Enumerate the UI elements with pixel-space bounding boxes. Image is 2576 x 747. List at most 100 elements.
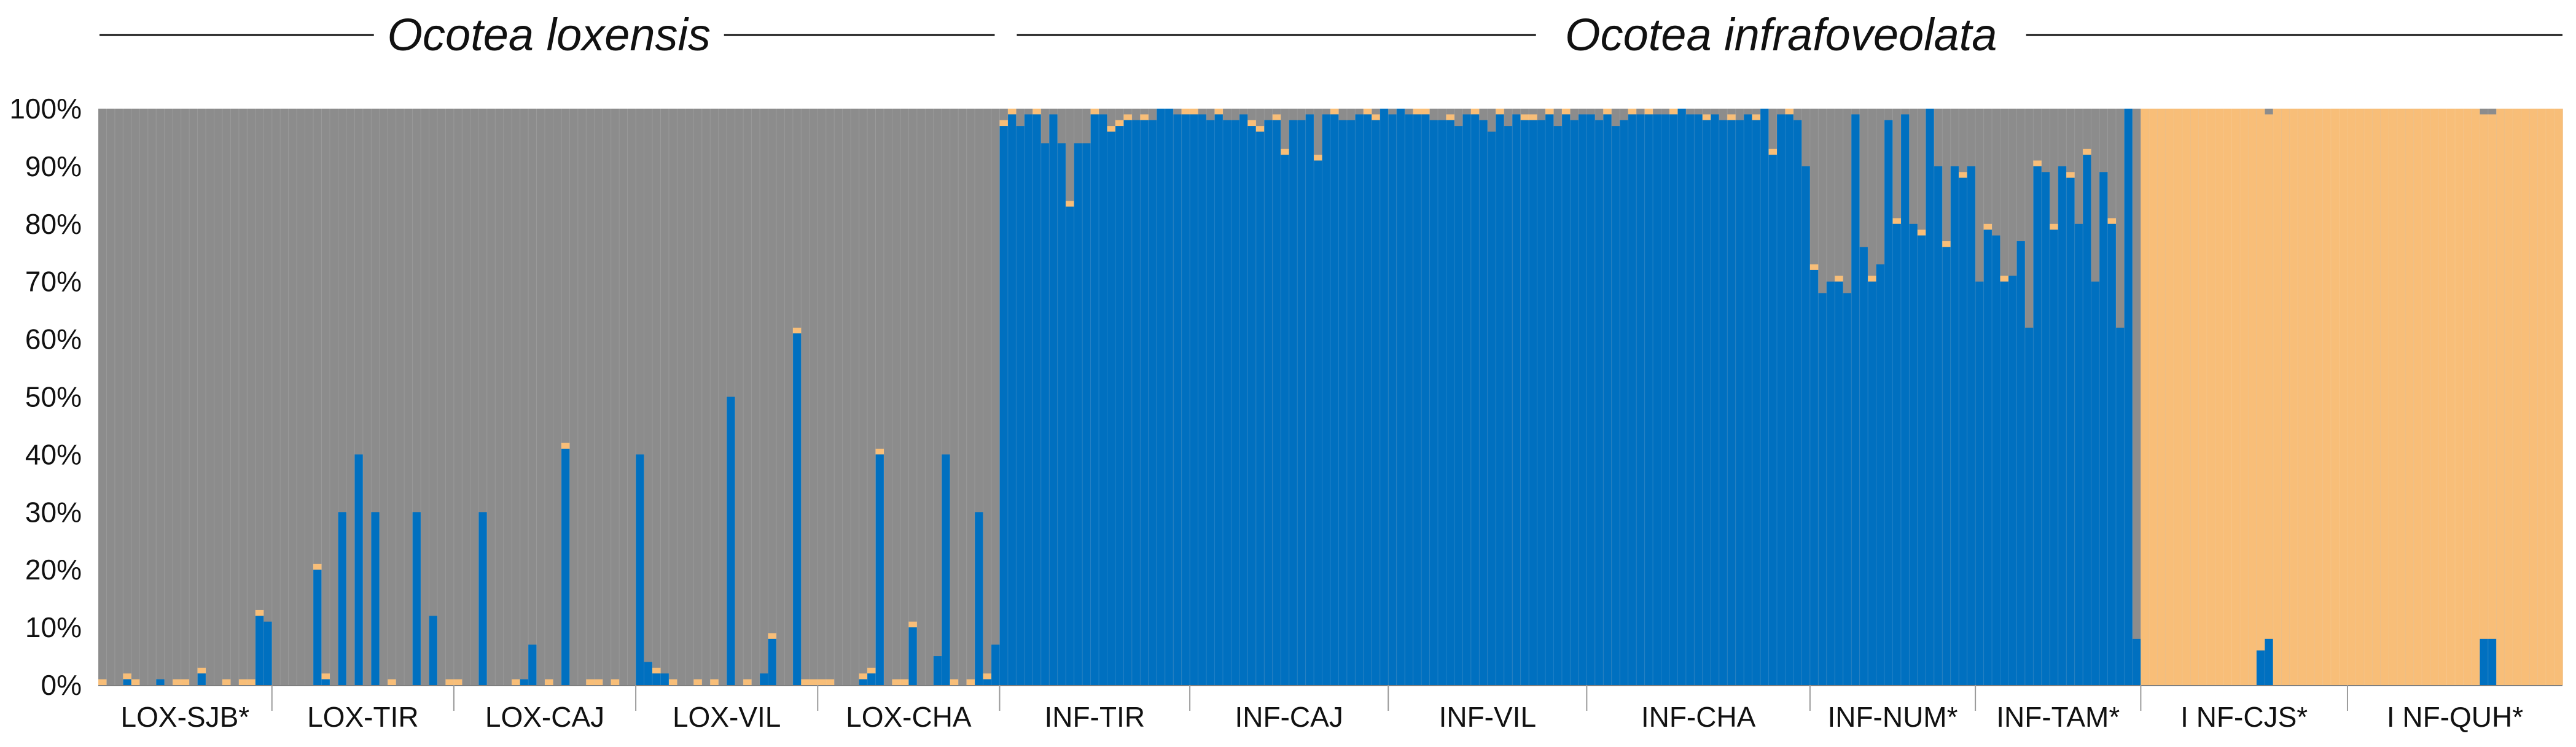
individual-bar bbox=[792, 109, 802, 685]
bar-segment-cluster-3 bbox=[892, 109, 901, 685]
individual-bar bbox=[668, 109, 678, 685]
individual-bar bbox=[346, 109, 355, 685]
bar-segment-cluster-1 bbox=[1074, 143, 1083, 686]
bar-segment-cluster-1 bbox=[1355, 114, 1364, 685]
individual-bar bbox=[2223, 109, 2233, 685]
bar-segment-cluster-3 bbox=[603, 109, 612, 685]
individual-bar bbox=[172, 109, 182, 685]
bar-segment-cluster-3 bbox=[693, 109, 703, 685]
bar-segment-cluster-2 bbox=[1942, 241, 1951, 247]
bar-segment-cluster-2 bbox=[1314, 155, 1323, 161]
individual-bar bbox=[1578, 109, 1587, 685]
bar-segment-cluster-1 bbox=[1496, 114, 1505, 685]
y-tick-label: 50% bbox=[25, 381, 82, 413]
bar-segment-cluster-2 bbox=[2471, 109, 2480, 685]
y-tick-label: 20% bbox=[25, 554, 82, 586]
individual-bar bbox=[1760, 109, 1770, 685]
bar-segment-cluster-1 bbox=[2041, 172, 2050, 685]
bar-segment-cluster-2 bbox=[2430, 109, 2439, 685]
species-header: Ocotea infrafoveolata bbox=[1017, 9, 2562, 60]
individual-bar bbox=[520, 109, 529, 685]
bar-segment-cluster-1 bbox=[1007, 114, 1017, 685]
individual-bar bbox=[2058, 109, 2067, 685]
bar-segment-cluster-1 bbox=[1934, 166, 1943, 685]
bar-segment-cluster-3 bbox=[668, 109, 678, 685]
bar-segment-cluster-1 bbox=[1801, 166, 1811, 685]
individual-bar bbox=[800, 109, 810, 685]
bar-segment-cluster-2 bbox=[1959, 172, 1968, 178]
individual-bar bbox=[181, 109, 190, 685]
bar-segment-cluster-1 bbox=[1470, 114, 1480, 685]
y-tick-label: 40% bbox=[25, 438, 82, 470]
bar-segment-cluster-1 bbox=[1504, 126, 1513, 686]
bar-segment-cluster-1 bbox=[1818, 293, 1827, 686]
bar-segment-cluster-1 bbox=[1685, 114, 1695, 685]
individual-bar bbox=[1165, 109, 1174, 685]
individual-bar bbox=[2115, 109, 2125, 685]
individual-bar bbox=[1561, 109, 1571, 685]
bar-segment-cluster-1 bbox=[2488, 638, 2497, 685]
bar-segment-cluster-2 bbox=[1868, 276, 1877, 282]
bar-segment-cluster-1 bbox=[875, 454, 884, 685]
species-label: Ocotea loxensis bbox=[387, 9, 711, 60]
bar-segment-cluster-1 bbox=[1917, 235, 1926, 686]
individual-bar bbox=[776, 109, 786, 685]
bar-segment-cluster-2 bbox=[966, 679, 975, 685]
individual-bar bbox=[2454, 109, 2464, 685]
bar-segment-cluster-1 bbox=[1983, 230, 1992, 685]
individual-bar bbox=[1619, 109, 1629, 685]
bar-segment-cluster-1 bbox=[1587, 114, 1596, 685]
individual-bar bbox=[983, 109, 992, 685]
bar-segment-cluster-1 bbox=[2091, 281, 2100, 685]
individual-bar bbox=[768, 109, 777, 685]
individual-bar bbox=[197, 109, 206, 685]
bar-segment-cluster-2 bbox=[2380, 109, 2389, 685]
individual-bar bbox=[329, 109, 339, 685]
bar-segment-cluster-2 bbox=[2322, 109, 2332, 685]
bar-segment-cluster-1 bbox=[2099, 172, 2109, 685]
bar-segment-cluster-3 bbox=[197, 109, 206, 685]
bar-segment-cluster-1 bbox=[520, 679, 529, 685]
population-label: INF-TIR bbox=[1045, 701, 1146, 733]
bar-segment-cluster-2 bbox=[818, 679, 827, 685]
bar-segment-cluster-2 bbox=[1363, 109, 1372, 115]
bar-segment-cluster-2 bbox=[2306, 109, 2315, 685]
bar-segment-cluster-2 bbox=[950, 679, 959, 685]
bar-segment-cluster-2 bbox=[1140, 114, 1149, 120]
individual-bar bbox=[222, 109, 232, 685]
individual-bar bbox=[1652, 109, 1662, 685]
bar-segment-cluster-1 bbox=[1363, 114, 1372, 685]
bar-segment-cluster-1 bbox=[1702, 120, 1711, 685]
individual-bar bbox=[271, 109, 281, 685]
individual-bar bbox=[1454, 109, 1464, 686]
individual-bar bbox=[1404, 109, 1414, 685]
individual-bar bbox=[1115, 109, 1125, 686]
individual-bar bbox=[1206, 109, 1216, 685]
individual-bar bbox=[825, 109, 835, 685]
individual-bar bbox=[709, 109, 719, 685]
individual-bar bbox=[1156, 109, 1166, 685]
bar-segment-cluster-1 bbox=[1131, 120, 1141, 685]
individual-bar bbox=[1843, 109, 1852, 686]
bar-segment-cluster-3 bbox=[2132, 109, 2141, 685]
individual-bar bbox=[98, 109, 107, 685]
individual-bar bbox=[2405, 109, 2414, 685]
bar-segment-cluster-1 bbox=[1992, 235, 2001, 686]
bar-segment-cluster-1 bbox=[1611, 126, 1620, 686]
bar-segment-cluster-3 bbox=[619, 109, 628, 685]
bar-segment-cluster-2 bbox=[1090, 109, 1099, 115]
bar-segment-cluster-3 bbox=[421, 109, 430, 685]
bar-segment-cluster-2 bbox=[586, 679, 595, 685]
bar-segment-cluster-2 bbox=[1752, 114, 1761, 120]
bar-segment-cluster-2 bbox=[2050, 223, 2059, 230]
bar-segment-cluster-2 bbox=[825, 679, 835, 685]
individual-bar bbox=[2239, 109, 2249, 685]
individual-bar bbox=[1693, 109, 1703, 685]
individual-bar bbox=[685, 109, 694, 685]
individual-bar bbox=[503, 109, 512, 685]
individual-bar bbox=[809, 109, 818, 685]
individual-bar bbox=[676, 109, 686, 685]
individual-bar bbox=[379, 109, 388, 685]
bar-segment-cluster-1 bbox=[2074, 223, 2083, 685]
individual-bar bbox=[1801, 109, 1811, 685]
